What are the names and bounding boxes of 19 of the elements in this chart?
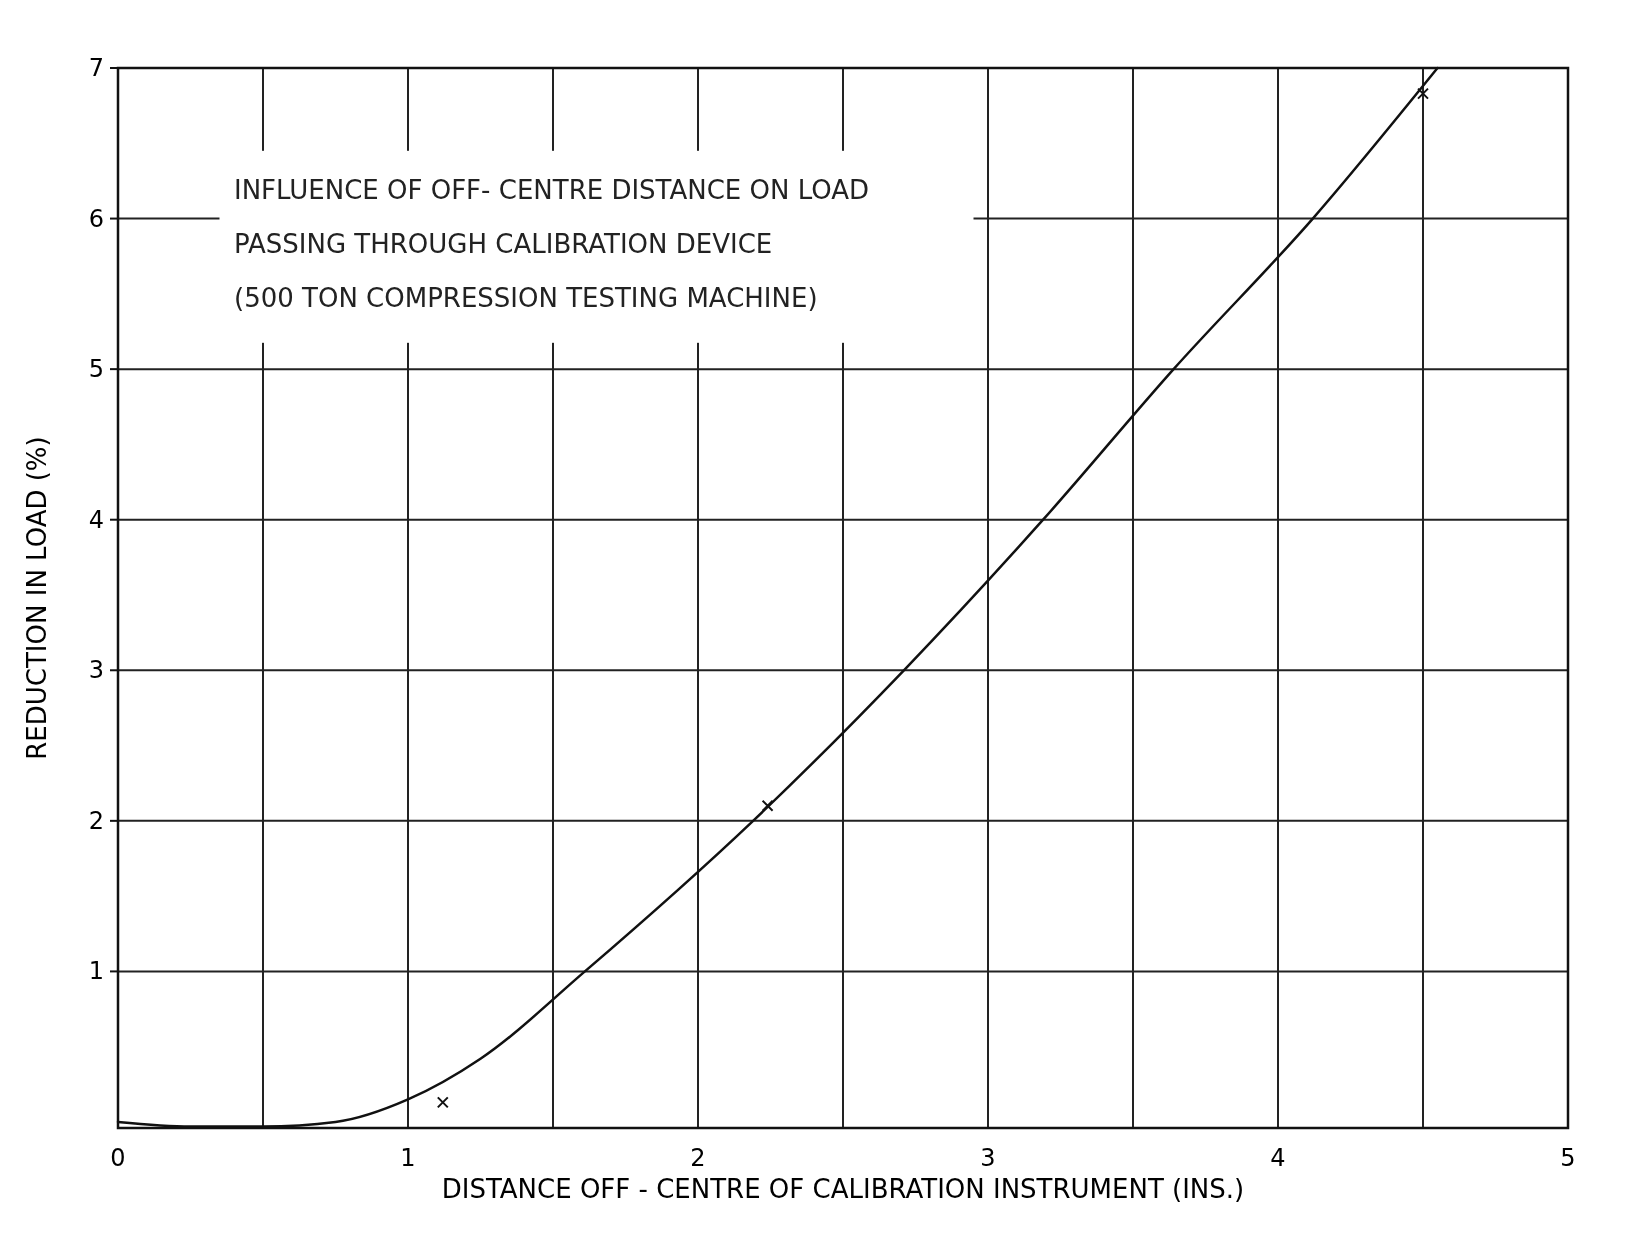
y-tick-label: 2 bbox=[88, 806, 104, 835]
y-tick-label: 3 bbox=[88, 656, 104, 685]
x-tick-label: 3 bbox=[980, 1144, 996, 1172]
y-tick-label: 6 bbox=[88, 204, 104, 233]
x-tick-label: 2 bbox=[690, 1144, 706, 1172]
x-tick-label: 4 bbox=[1270, 1144, 1286, 1172]
x-tick-label: 5 bbox=[1560, 1144, 1576, 1172]
x-tick-label: 0 bbox=[110, 1144, 126, 1172]
x-tick-label: 1 bbox=[400, 1144, 416, 1172]
point bbox=[436, 1096, 449, 1109]
y-tick-label: 7 bbox=[88, 54, 104, 82]
y-tick-label: 4 bbox=[88, 505, 104, 534]
y-axis-title: REDUCTION IN LOAD (%) bbox=[22, 436, 52, 760]
point bbox=[1417, 87, 1429, 100]
text: INFLUENCE OF OFF- CENTRE DISTANCE ON LOAD PASSING THROUGH CALIBRATION DEVICE (500 TON COMPRESSION TESTING MACHINE) bbox=[234, 174, 870, 313]
x-axis-title: DISTANCE OFF - CENTRE OF CALIBRATION INSTRUMENT (INS.) bbox=[441, 1174, 1245, 1204]
y-tick-label: 1 bbox=[88, 957, 104, 986]
y-tick-label: 5 bbox=[88, 355, 104, 384]
point bbox=[761, 799, 774, 812]
